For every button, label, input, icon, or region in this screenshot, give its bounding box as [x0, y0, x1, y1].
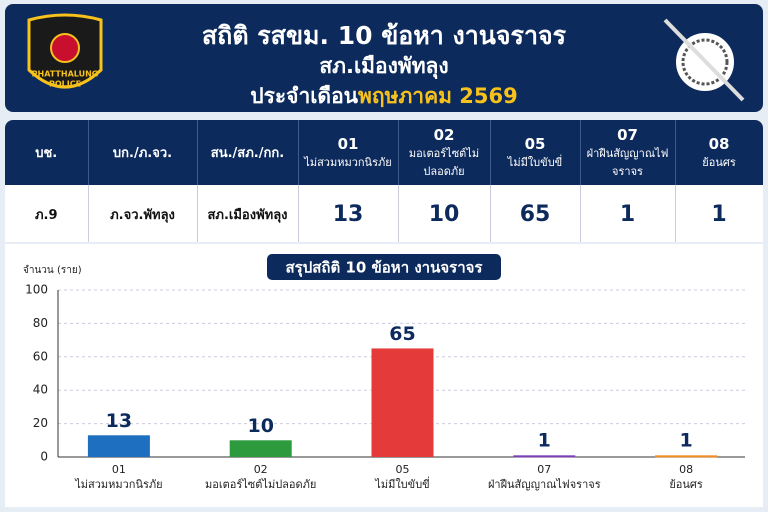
stats-table: บช. บก./ภ.จว. สน./สภ./กก. 01 ไม่สวมหมวกนิรภั…	[5, 120, 763, 242]
badge-text: PHATTHALUNG	[32, 70, 99, 79]
charge-header: 07 ฝ่าฝืนสัญญาณไฟจราจร	[580, 120, 676, 185]
table: บช. บก./ภ.จว. สน./สภ./กก. 01 ไม่สวมหมวกนิรภั…	[5, 120, 763, 242]
charge-code: 05	[524, 134, 546, 153]
y-tick-label: 0	[40, 450, 48, 464]
bar	[87, 435, 150, 457]
station: สภ.เมืองพัทลุง	[319, 54, 449, 78]
emblem	[663, 18, 745, 102]
value-label: 13	[106, 410, 132, 432]
count-cell: 10	[398, 185, 491, 242]
count-cell: 65	[490, 185, 581, 242]
charge-label: ไม่มีใบขับขี่	[507, 155, 563, 169]
period-line: ประจำเดือนพฤษภาคม 2569	[5, 80, 763, 113]
y-tick-label: 80	[33, 316, 48, 330]
bar	[513, 455, 576, 458]
x-category-name: ฝ่าฝืนสัญญาณไฟจราจร	[488, 478, 601, 491]
police-badge: PHATTHALUNG POLICE	[27, 13, 103, 89]
cell: ภ.9	[5, 185, 89, 242]
charge-label: ไม่สวมหมวกนิรภัย	[304, 155, 392, 169]
header-row: บช. บก./ภ.จว. สน./สภ./กก. 01 ไม่สวมหมวกนิรภั…	[5, 120, 763, 185]
charge-code: 01	[337, 134, 359, 153]
y-axis-label: จำนวน (ราย)	[23, 265, 82, 276]
charge-header: 05 ไม่มีใบขับขี่	[490, 120, 581, 185]
bar	[229, 440, 292, 457]
charge-code: 02	[433, 125, 455, 144]
x-category-name: ไม่สวมหมวกนิรภัย	[74, 478, 162, 491]
y-tick-label: 60	[33, 349, 48, 363]
charge-label: ย้อนศร	[702, 155, 736, 169]
value-label: 65	[389, 323, 415, 345]
count-cell: 13	[298, 185, 399, 242]
y-tick-label: 40	[33, 383, 48, 397]
column-header: บช.	[5, 120, 89, 185]
badge-text: POLICE	[49, 80, 81, 89]
bar	[655, 455, 718, 458]
y-tick-label: 100	[25, 283, 48, 297]
bar	[371, 348, 434, 457]
column-header: สน./สภ./กก.	[197, 120, 299, 185]
count-cell: 1	[580, 185, 676, 242]
y-tick-label: 20	[33, 416, 48, 430]
charge-label: ฝ่าฝืนสัญญาณไฟจราจร	[586, 146, 669, 178]
x-category-name: ย้อนศร	[669, 478, 703, 491]
charge-header: 08 ย้อนศร	[675, 120, 763, 185]
x-category-name: ไม่มีใบขับขี่	[374, 476, 429, 491]
charge-label: มอเตอร์ไซต์ไม่ปลอดภัย	[408, 146, 480, 178]
charge-header: 01 ไม่สวมหมวกนิรภัย	[298, 120, 399, 185]
charge-code: 07	[617, 125, 638, 144]
x-tick-label: 01	[112, 463, 126, 476]
period-prefix: ประจำเดือน	[250, 84, 359, 108]
x-tick-label: 07	[537, 463, 551, 476]
chart-title: สรุปสถิติ 10 ข้อหา งานจราจร	[286, 259, 484, 278]
value-label: 1	[538, 430, 551, 452]
count-cell: 1	[675, 185, 763, 242]
chart-title-bg	[267, 254, 501, 280]
header: PHATTHALUNG POLICE สถิติ รสขม. 10 ข้อหา …	[5, 4, 763, 112]
cell: ภ.จว.พัทลุง	[88, 185, 198, 242]
charge-header: 02 มอเตอร์ไซต์ไม่ปลอดภัย	[398, 120, 491, 185]
period: พฤษภาคม 2569	[358, 84, 518, 108]
column-header: บก./ภ.จว.	[88, 120, 198, 185]
value-label: 1	[679, 430, 692, 452]
x-tick-label: 02	[254, 463, 268, 476]
x-tick-label: 05	[396, 463, 410, 476]
x-category-name: มอเตอร์ไซต์ไม่ปลอดภัย	[205, 478, 316, 491]
chart-panel: สรุปสถิติ 10 ข้อหา งานจราจร จำนวน (ราย) 0 2…	[5, 244, 763, 507]
title: สถิติ รสขม. 10 ข้อหา งานจราจร	[201, 21, 567, 50]
x-tick-label: 08	[679, 463, 693, 476]
charge-code: 08	[708, 134, 730, 153]
data-row: ภ.9 ภ.จว.พัทลุง สภ.เมืองพัทลุง 13 10 65 1 1	[5, 185, 763, 242]
value-label: 10	[247, 415, 273, 437]
cell: สภ.เมืองพัทลุง	[197, 185, 299, 242]
